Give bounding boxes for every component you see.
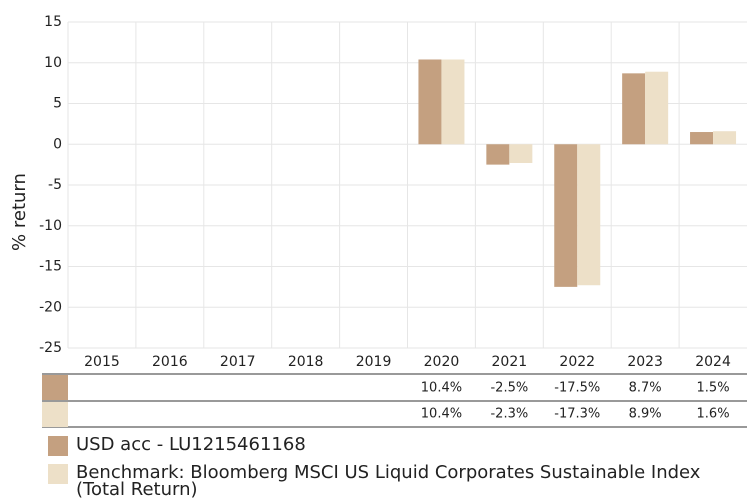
table-value: 8.7% <box>629 381 662 396</box>
legend-label: Benchmark: Bloomberg MSCI US Liquid Corp… <box>76 462 701 500</box>
table-value: -2.3% <box>490 407 528 422</box>
table-value: 1.5% <box>697 381 730 396</box>
legend-item: USD acc - LU1215461168 <box>48 434 738 456</box>
x-tick-label: 2019 <box>356 354 392 370</box>
bar <box>690 132 714 145</box>
y-tick-label: 0 <box>53 136 62 152</box>
bar <box>577 144 601 286</box>
bar <box>486 144 510 165</box>
y-tick-label: 15 <box>44 14 62 30</box>
y-tick-label: 5 <box>53 96 62 112</box>
table-value: 10.4% <box>421 381 462 396</box>
y-tick-label: -10 <box>39 218 62 234</box>
table-value: 1.6% <box>697 407 730 422</box>
table-value: -2.5% <box>490 381 528 396</box>
legend-label: USD acc - LU1215461168 <box>76 434 306 455</box>
x-tick-label: 2022 <box>559 354 595 370</box>
legend-swatch <box>48 464 68 484</box>
table-value: -17.3% <box>554 407 600 422</box>
x-tick-label: 2018 <box>288 354 324 370</box>
bar <box>554 144 578 287</box>
chart: % return 15 10 5 0 -5 -10 -15 -20 -25 2015 2016 201… <box>9 14 747 428</box>
y-axis-label: % return <box>9 173 30 251</box>
y-tick-label: -25 <box>39 340 62 356</box>
x-tick-label: 2016 <box>152 354 188 370</box>
table-value: 8.9% <box>629 407 662 422</box>
x-tick-label: 2023 <box>627 354 663 370</box>
table-value: 10.4% <box>421 407 462 422</box>
legend-item: Benchmark: Bloomberg MSCI US Liquid Corp… <box>48 462 738 500</box>
y-tick-label: -20 <box>39 299 62 315</box>
bar <box>713 131 737 145</box>
table-swatch <box>42 375 68 400</box>
table-value: -17.5% <box>554 381 600 396</box>
bar <box>441 59 465 145</box>
bar <box>645 71 669 145</box>
bar <box>622 73 646 145</box>
legend-swatch <box>48 436 68 456</box>
y-tick-label: -15 <box>39 259 62 275</box>
y-tick-label: -5 <box>48 177 62 193</box>
y-tick-label: 10 <box>44 55 62 71</box>
x-tick-label: 2021 <box>492 354 528 370</box>
x-tick-label: 2015 <box>84 354 120 370</box>
x-tick-label: 2020 <box>424 354 460 370</box>
bar <box>509 144 533 163</box>
x-tick-label: 2024 <box>695 354 731 370</box>
table-swatch <box>42 402 68 427</box>
x-tick-label: 2017 <box>220 354 256 370</box>
bar <box>418 59 442 145</box>
